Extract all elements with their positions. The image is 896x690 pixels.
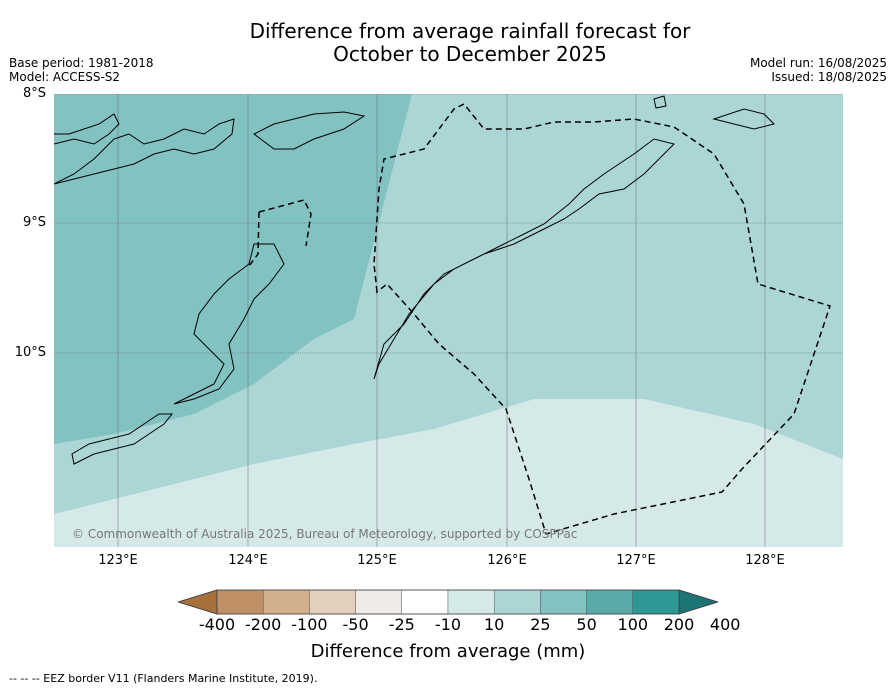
colorbar-tick-label: 10 [484, 615, 505, 634]
coastline [54, 95, 775, 465]
model-run: Model run: 16/08/2025 [749, 56, 887, 70]
colorbar-tick-label: 50 [576, 615, 597, 634]
map-svg [54, 94, 843, 547]
map-panel [54, 94, 843, 547]
colorbar-tick-label: 100 [617, 615, 649, 634]
colorbar-tick-label: -200 [245, 615, 282, 634]
meta-left: Base period: 1981-2018 Model: ACCESS-S2 [9, 56, 154, 84]
colorbar-cell [309, 589, 356, 615]
title-line-1: Difference from average rainfall forecas… [249, 19, 691, 43]
eez-footnote: -- -- -- EEZ border V11 (Flanders Marine… [9, 672, 318, 685]
model-name: Model: ACCESS-S2 [9, 70, 121, 84]
colorbar-tick-label: -400 [198, 615, 236, 634]
colorbar-arrow-right [678, 589, 718, 615]
band-10-25-south [334, 494, 754, 547]
colorbar-cell [216, 589, 264, 615]
colorbar-tick-label: -25 [388, 615, 415, 634]
colorbar-cell [632, 589, 680, 615]
colorbar-tick-label: -100 [291, 615, 328, 634]
lat-label-10s: 10°S [14, 345, 46, 360]
colorbar [178, 589, 718, 615]
lon-label-126e: 126°E [487, 553, 527, 568]
colorbar-cell [401, 589, 449, 615]
colorbar-cell [447, 589, 495, 615]
copyright-notice: © Commonwealth of Australia 2025, Bureau… [72, 527, 578, 541]
title-line-2: October to December 2025 [333, 42, 607, 66]
base-period: Base period: 1981-2018 [9, 56, 154, 70]
lat-label-9s: 9°S [22, 215, 46, 230]
lon-label-124e: 124°E [228, 553, 268, 568]
lon-label-128e: 128°E [745, 553, 785, 568]
band-50-100 [54, 94, 412, 444]
lon-label-123e: 123°E [98, 553, 138, 568]
colorbar-tick-label: 200 [663, 615, 695, 634]
meta-right: Model run: 16/08/2025 Issued: 18/08/2025 [750, 56, 887, 84]
colorbar-cell [540, 589, 587, 615]
lon-label-125e: 125°E [357, 553, 397, 568]
colorbar-cell [586, 589, 634, 615]
colorbar-tick-label: 400 [709, 615, 741, 634]
issued-date: Issued: 18/08/2025 [771, 70, 887, 84]
colorbar-cell [262, 589, 310, 615]
lat-label-8s: 8°S [22, 86, 46, 101]
colorbar-title: Difference from average (mm) [310, 641, 586, 662]
colorbar-tick-label: 25 [530, 615, 551, 634]
colorbar-tick-label: -10 [434, 615, 462, 634]
colorbar-arrow-left [178, 589, 218, 615]
chart-title: Difference from average rainfall forecas… [0, 20, 896, 66]
colorbar-tick-label: -50 [342, 615, 369, 634]
colorbar-cell [494, 589, 541, 615]
eez-border [248, 103, 831, 535]
colorbar-cell [355, 589, 403, 615]
lon-label-127e: 127°E [616, 553, 656, 568]
